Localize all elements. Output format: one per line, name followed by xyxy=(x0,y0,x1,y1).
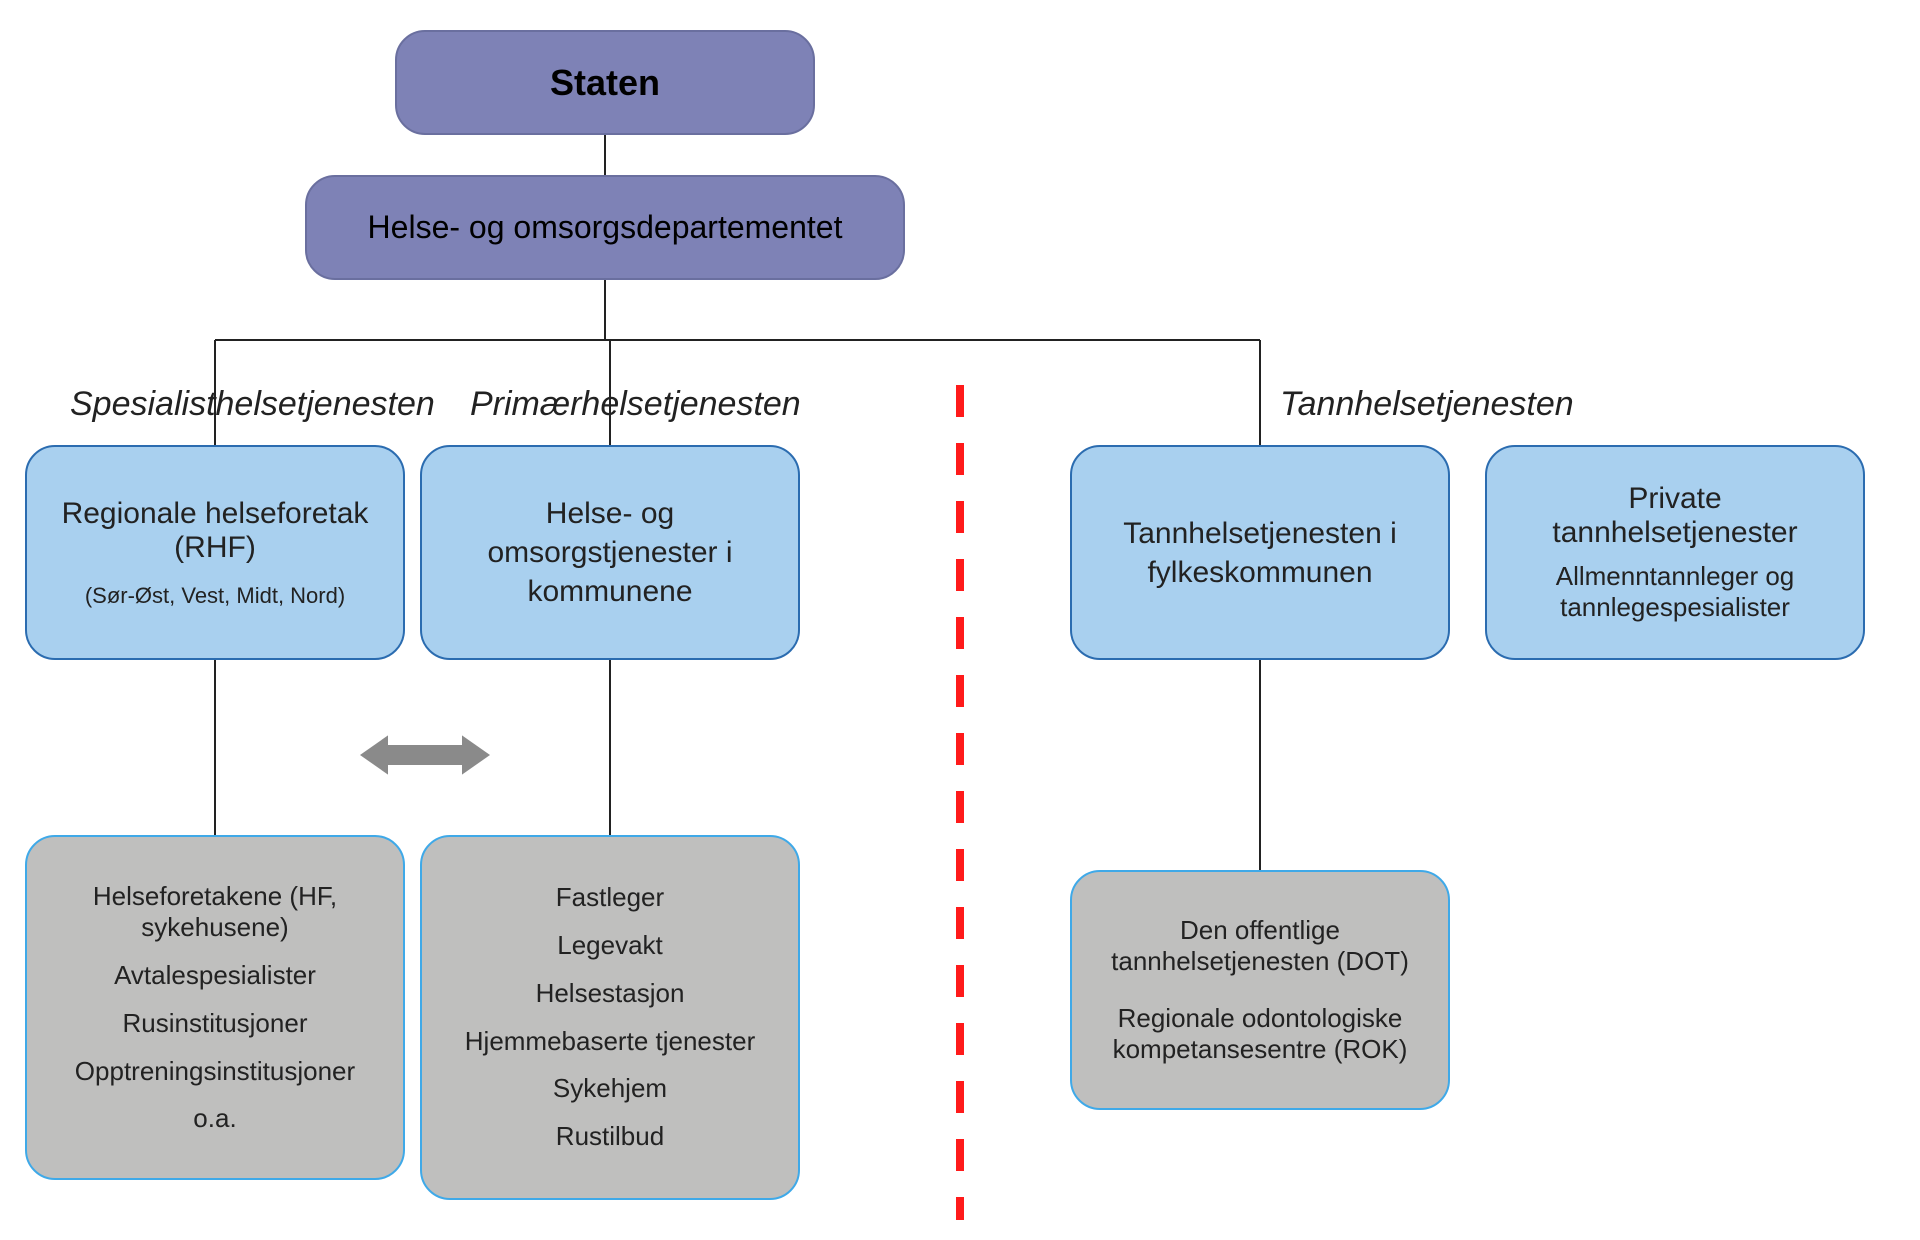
node-staten: Staten xyxy=(395,30,815,135)
node-rhf: Regionale helseforetak (RHF) (Sør-Øst, V… xyxy=(25,445,405,660)
node-hf-list: Avtalespesialister Rusinstitusjoner Oppt… xyxy=(75,961,355,1135)
list-item: Avtalespesialister xyxy=(114,961,316,991)
node-dot: Den offentlige tannhelsetjenesten (DOT) … xyxy=(1070,870,1450,1110)
node-private: Private tannhelsetjenester Allmenntannle… xyxy=(1485,445,1865,660)
list-item: Den offentlige tannhelsetjenesten (DOT) xyxy=(1090,915,1430,977)
node-kommune-title: Helse- og omsorgstjenester i kommunene xyxy=(440,494,780,611)
node-fylke: Tannhelsetjenesten i fylkeskommunen xyxy=(1070,445,1450,660)
list-item: Legevakt xyxy=(557,931,663,961)
list-item: Rusinstitusjoner xyxy=(123,1009,308,1039)
heading-col3: Tannhelsetjenesten xyxy=(1280,385,1574,424)
node-private-sub: Allmenntannleger og tannlegespesialister xyxy=(1505,561,1845,623)
org-chart: Staten Helse- og omsorgsdepartementet Sp… xyxy=(0,0,1920,1240)
list-item: Hjemmebaserte tjenester xyxy=(465,1027,755,1057)
list-item: Sykehjem xyxy=(553,1074,667,1104)
list-item: Helsestasjon xyxy=(536,979,685,1009)
node-fylke-title: Tannhelsetjenesten i fylkeskommunen xyxy=(1090,514,1430,592)
node-staten-label: Staten xyxy=(550,62,660,104)
list-item: Opptreningsinstitusjoner xyxy=(75,1057,355,1087)
node-rhf-sub: (Sør-Øst, Vest, Midt, Nord) xyxy=(85,583,345,609)
node-hf-title: Helseforetakene (HF, sykehusene) xyxy=(45,881,385,943)
node-hf: Helseforetakene (HF, sykehusene) Avtales… xyxy=(25,835,405,1180)
node-primlist-list: Fastleger Legevakt Helsestasjon Hjemmeba… xyxy=(465,883,755,1152)
list-item: Fastleger xyxy=(556,883,664,913)
list-item: o.a. xyxy=(193,1104,236,1134)
node-primlist: Fastleger Legevakt Helsestasjon Hjemmeba… xyxy=(420,835,800,1200)
node-dot-list: Den offentlige tannhelsetjenesten (DOT) … xyxy=(1090,915,1430,1066)
heading-col1: Spesialisthelsetjenesten xyxy=(70,385,435,424)
node-private-title: Private tannhelsetjenester xyxy=(1505,482,1845,551)
node-rhf-title: Regionale helseforetak (RHF) xyxy=(45,497,385,565)
node-kommune: Helse- og omsorgstjenester i kommunene xyxy=(420,445,800,660)
list-item: Regionale odontologiske kompetansesentre… xyxy=(1090,1003,1430,1065)
heading-col2: Primærhelsetjenesten xyxy=(470,385,801,424)
node-dept: Helse- og omsorgsdepartementet xyxy=(305,175,905,280)
node-dept-label: Helse- og omsorgsdepartementet xyxy=(368,209,843,246)
list-item: Rustilbud xyxy=(556,1122,664,1152)
